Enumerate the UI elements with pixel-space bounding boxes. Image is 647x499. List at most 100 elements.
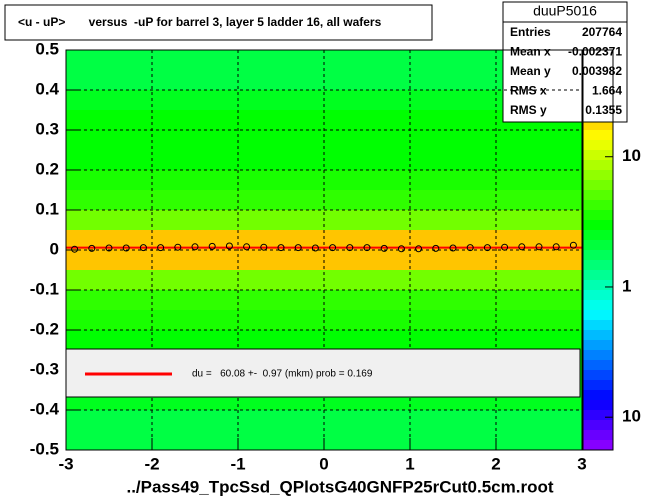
profile-point (260, 243, 268, 251)
palette-step (583, 300, 613, 310)
palette-step (583, 150, 613, 160)
stats-label: Entries (510, 25, 551, 39)
profile-point (346, 244, 354, 252)
palette-step (583, 280, 613, 290)
chart-title: <u - uP> versus -uP for barrel 3, layer … (18, 15, 382, 29)
palette-step (583, 430, 613, 440)
z-tick-label: 10 (622, 407, 641, 426)
plot-frame (65, 49, 583, 451)
profile-point (501, 243, 509, 251)
profile-point (397, 245, 405, 253)
profile-point (380, 244, 388, 252)
palette-step (583, 130, 613, 140)
palette-step (583, 370, 613, 380)
profile-point (432, 244, 440, 252)
profile-point (535, 243, 543, 251)
palette-step (583, 320, 613, 330)
y-tick-label: -0.2 (30, 319, 59, 338)
profile-point (88, 244, 96, 252)
profile-point (329, 244, 337, 252)
stats-label: Mean x (510, 45, 551, 59)
palette-step (583, 190, 613, 200)
palette-step (583, 170, 613, 180)
palette-step (583, 440, 613, 450)
profile-point (415, 245, 423, 253)
profile-point (483, 244, 491, 252)
palette-step (583, 160, 613, 170)
y-tick-label: -0.5 (30, 439, 59, 458)
profile-point (243, 243, 251, 251)
palette-step (583, 120, 613, 130)
palette-step (583, 220, 613, 230)
x-tick-label: 2 (491, 454, 500, 473)
profile-point (71, 245, 79, 253)
stats-value: -0.002371 (568, 45, 622, 59)
profile-point (174, 243, 182, 251)
profile-point (122, 244, 130, 252)
profile-point (552, 243, 560, 251)
x-axis-title: ../Pass49_TpcSsd_QPlotsG40GNFP25rCut0.5c… (126, 477, 553, 496)
palette-step (583, 200, 613, 210)
profile-point (277, 244, 285, 252)
z-tick-label: 10 (622, 146, 641, 165)
stats-value: 207764 (582, 25, 622, 39)
z-tick-label: 1 (622, 276, 631, 295)
x-tick-label: 1 (405, 454, 414, 473)
y-tick-label: 0.4 (35, 79, 59, 98)
profile-point (208, 242, 216, 250)
profile-point (157, 244, 165, 252)
palette-step (583, 410, 613, 420)
stats-title: duuP5016 (533, 3, 597, 19)
y-tick-label: -0.4 (30, 399, 60, 418)
x-tick-label: -1 (230, 454, 245, 473)
palette-step (583, 250, 613, 260)
x-tick-label: -2 (144, 454, 159, 473)
heat-cell (66, 410, 582, 430)
palette-step (583, 350, 613, 360)
palette-step (583, 140, 613, 150)
palette-step (583, 290, 613, 300)
profile-point (139, 244, 147, 252)
stats-label: Mean y (510, 64, 551, 78)
palette-step (583, 390, 613, 400)
profile-point (191, 243, 199, 251)
palette-step (583, 260, 613, 270)
palette-step (583, 270, 613, 280)
y-tick-label: 0.1 (35, 199, 59, 218)
palette-step (583, 210, 613, 220)
heat-cell (66, 290, 582, 310)
palette-step (583, 330, 613, 340)
palette-step (583, 420, 613, 430)
palette-frame (582, 49, 614, 451)
heat-cell (66, 50, 582, 70)
stats-value: 0.1355 (585, 103, 622, 117)
heat-cell (66, 170, 582, 190)
stats-label: RMS x (510, 84, 547, 98)
profile-point (518, 243, 526, 251)
palette-step (583, 400, 613, 410)
x-tick-label: 0 (319, 454, 328, 473)
y-tick-label: 0.3 (35, 119, 59, 138)
profile-point (225, 242, 233, 250)
profile-point (569, 241, 577, 249)
x-tick-label: 3 (577, 454, 586, 473)
profile-point (466, 244, 474, 252)
stats-value: 0.003982 (572, 64, 622, 78)
y-tick-label: 0.2 (35, 159, 59, 178)
profile-point (363, 244, 371, 252)
y-tick-label: -0.3 (30, 359, 59, 378)
palette-step (583, 180, 613, 190)
profile-point (449, 244, 457, 252)
profile-point (294, 244, 302, 252)
profile-point (105, 244, 113, 252)
palette-step (583, 240, 613, 250)
y-tick-label: 0.5 (35, 39, 59, 58)
palette-step (583, 230, 613, 240)
profile-point (311, 244, 319, 252)
palette-step (583, 360, 613, 370)
x-tick-label: -3 (58, 454, 73, 473)
fit-legend: du = 60.08 +- 0.97 (mkm) prob = 0.169 (192, 369, 373, 380)
palette-step (583, 340, 613, 350)
stats-value: 1.664 (592, 84, 622, 98)
